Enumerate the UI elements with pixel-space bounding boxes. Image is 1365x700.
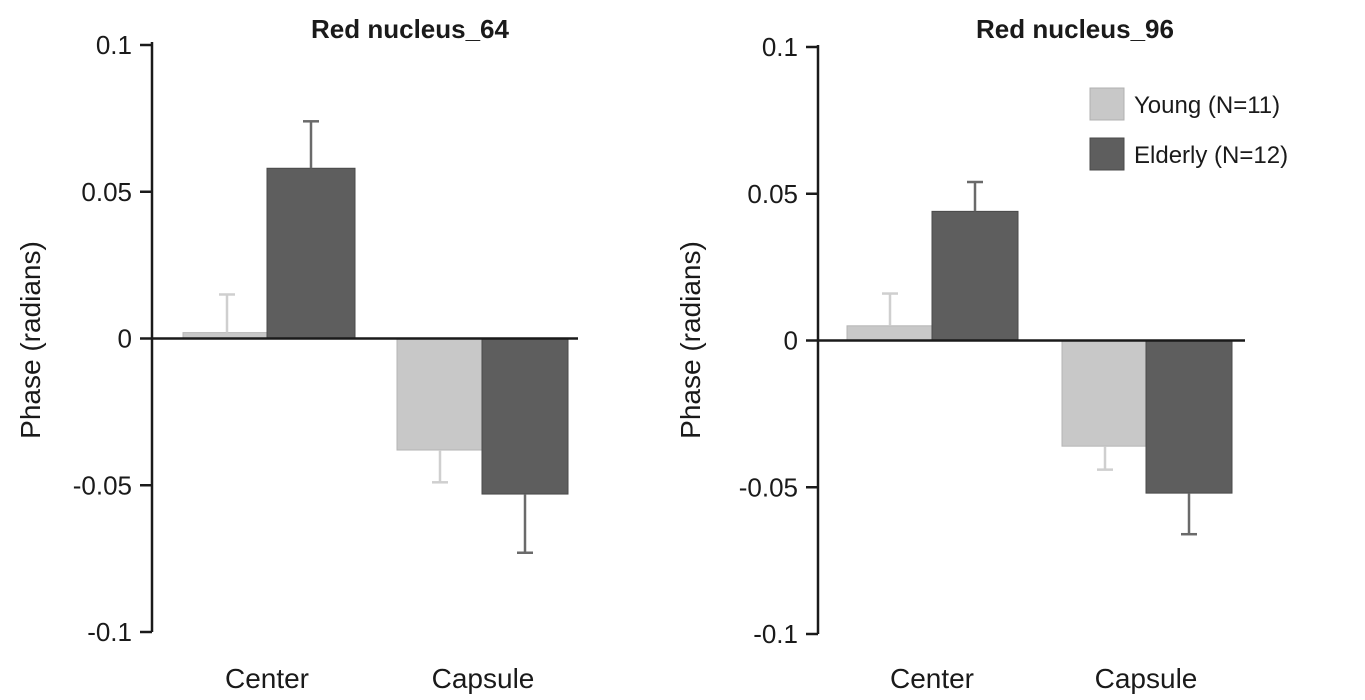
bar-elderly-center [266, 167, 356, 339]
bar-young-center [846, 325, 934, 342]
x-category-label: Capsule [432, 663, 535, 694]
bar-elderly-center [931, 210, 1019, 341]
legend-swatch-young [1089, 87, 1125, 121]
bars [846, 210, 1233, 494]
y-tick-label: 0.05 [81, 177, 132, 207]
y-tick-label: -0.05 [73, 470, 132, 500]
bar-elderly-capsule [1145, 340, 1233, 494]
error-bars [219, 120, 533, 555]
y-tick-labels: 0.1 0.05 0 -0.05 -0.1 [73, 30, 152, 647]
y-axis-label: Phase (radians) [15, 241, 46, 439]
chart-panel-red-nucleus-96: Red nucleus_96 Phase (radians) 0.1 0.05 0 -… [675, 14, 1245, 694]
legend-label-elderly: Elderly (N=12) [1134, 142, 1288, 169]
y-tick-label: 0 [784, 326, 798, 356]
legend: Young (N=11) Elderly (N=12) [1089, 87, 1288, 171]
x-category-label: Center [225, 663, 309, 694]
chart-panel-red-nucleus-64: Red nucleus_64 Phase (radians) 0.1 0.05 0 -… [15, 14, 578, 694]
y-tick-label: 0 [118, 324, 132, 354]
bar-elderly-capsule [481, 338, 569, 495]
y-tick-label: 0.05 [747, 179, 798, 209]
y-tick-label: -0.05 [739, 472, 798, 502]
bar-young-capsule [396, 338, 484, 451]
chart-title: Red nucleus_96 [976, 14, 1174, 44]
y-tick-label: 0.1 [762, 32, 798, 62]
x-category-labels: Center Capsule [890, 663, 1197, 694]
x-category-labels: Center Capsule [225, 663, 534, 694]
chart-title: Red nucleus_64 [311, 14, 510, 44]
error-bars [882, 180, 1197, 536]
y-tick-labels: 0.1 0.05 0 -0.05 -0.1 [739, 32, 818, 649]
bars [182, 167, 569, 495]
y-tick-label: 0.1 [96, 30, 132, 60]
legend-swatch-elderly [1089, 137, 1125, 171]
x-category-label: Capsule [1095, 663, 1198, 694]
y-axis-label: Phase (radians) [675, 241, 706, 439]
y-tick-label: -0.1 [753, 619, 798, 649]
legend-label-young: Young (N=11) [1134, 92, 1280, 119]
bar-young-capsule [1061, 340, 1149, 447]
y-tick-label: -0.1 [87, 617, 132, 647]
x-category-label: Center [890, 663, 974, 694]
